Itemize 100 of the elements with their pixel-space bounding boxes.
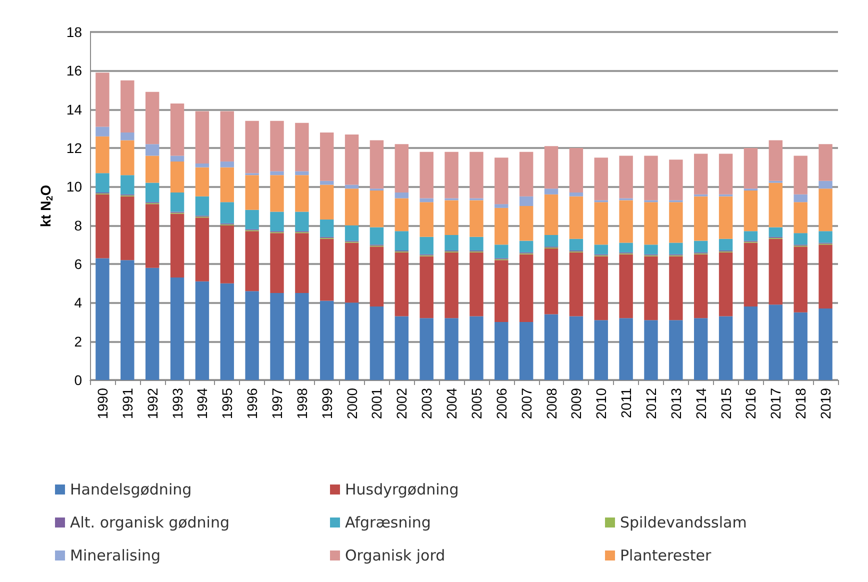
bar (569, 316, 584, 380)
bar (344, 225, 359, 241)
x-tick-label: 1993 (169, 388, 186, 420)
bar (718, 238, 733, 250)
bar (470, 252, 484, 316)
bar (394, 231, 409, 250)
bar (669, 242, 683, 254)
bar (444, 200, 458, 235)
x-tick-label: 1991 (119, 388, 136, 420)
bar (494, 322, 508, 380)
bar (145, 204, 160, 268)
x-tick-label: 2016 (742, 388, 759, 420)
bar (694, 318, 708, 380)
bar (569, 238, 584, 250)
bar (120, 260, 134, 380)
bar (394, 252, 409, 316)
x-tick-label: 2015 (718, 388, 734, 420)
x-tick-label: 2006 (493, 388, 510, 420)
bar (619, 318, 633, 380)
x-tick-label: 2005 (468, 388, 484, 420)
bar (145, 144, 160, 156)
y-tick-label: 0 (74, 372, 82, 388)
bar (544, 146, 558, 189)
bar (320, 238, 334, 301)
bar (320, 184, 334, 220)
bar (344, 302, 359, 380)
bar (370, 306, 384, 380)
bar (744, 231, 758, 241)
bar (270, 233, 284, 293)
bar (694, 196, 708, 241)
bar (220, 283, 234, 380)
bar (644, 256, 658, 320)
bar (768, 238, 783, 305)
y-tick-label: 14 (66, 101, 82, 118)
bar (96, 126, 110, 136)
bar (544, 194, 558, 235)
x-tick-label: 2017 (768, 388, 784, 420)
legend-label: Mineralising (70, 546, 161, 564)
bar (794, 246, 808, 312)
bar (494, 204, 508, 208)
bar (818, 188, 832, 232)
bar (569, 148, 584, 192)
bar (96, 136, 110, 174)
bar (220, 167, 234, 202)
bar (444, 318, 458, 380)
bar (694, 254, 708, 318)
bar (818, 231, 832, 243)
bar (619, 254, 633, 318)
bar (270, 212, 284, 232)
y-tick-label: 18 (66, 24, 82, 40)
x-tick-label: 2000 (344, 388, 360, 420)
bar (170, 104, 184, 156)
x-tick-label: 1999 (318, 388, 335, 420)
bar (320, 220, 334, 237)
x-tick-label: 2009 (568, 388, 584, 420)
bar (344, 242, 359, 303)
bar (295, 212, 309, 232)
bar (420, 202, 434, 237)
bar (170, 162, 184, 192)
bar (818, 244, 832, 308)
bar (394, 316, 409, 380)
bar (245, 175, 259, 210)
bar (744, 242, 758, 307)
bar (519, 152, 534, 196)
x-tick-label: 2019 (818, 388, 834, 420)
bar (744, 148, 758, 189)
bar (619, 156, 633, 198)
bar (96, 173, 110, 192)
bar (768, 227, 783, 237)
legend-label: Organisk jord (345, 546, 446, 564)
bar (394, 198, 409, 232)
x-tick-label: 1995 (219, 388, 236, 420)
legend-label: Alt. organisk gødning (70, 514, 230, 532)
bar (220, 162, 234, 168)
bar (96, 72, 110, 127)
bar (794, 156, 808, 194)
bar (644, 156, 658, 200)
bar (768, 304, 783, 380)
bar (594, 202, 608, 245)
bar (370, 190, 384, 228)
bar (494, 158, 508, 204)
y-tick-label: 12 (66, 140, 82, 156)
bar (370, 140, 384, 189)
bar (170, 192, 184, 212)
bar (519, 322, 534, 380)
bar (470, 316, 484, 380)
bar (768, 140, 783, 181)
bar (96, 194, 110, 258)
bar (594, 158, 608, 200)
bar (519, 206, 534, 241)
bar (519, 254, 534, 322)
bar (470, 152, 484, 198)
y-tick-label: 16 (66, 62, 82, 79)
legend-label: Afgræsning (345, 514, 431, 532)
bar (644, 320, 658, 380)
bar (694, 240, 708, 252)
bar (544, 188, 558, 194)
x-tick-label: 2004 (444, 388, 460, 420)
bar (145, 92, 160, 144)
bar (644, 202, 658, 245)
